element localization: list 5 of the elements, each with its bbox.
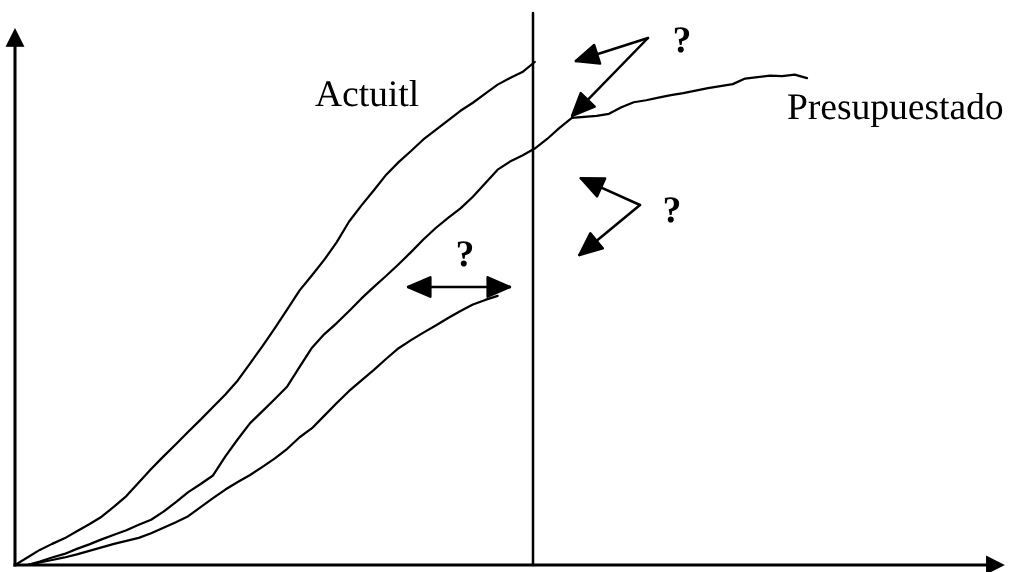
annotation: ?: [664, 197, 680, 223]
annotation: ?: [457, 241, 473, 267]
text: ?: [674, 27, 690, 53]
series-label: Actuitl: [315, 80, 419, 107]
series-label: Presupuestado: [788, 93, 1003, 127]
